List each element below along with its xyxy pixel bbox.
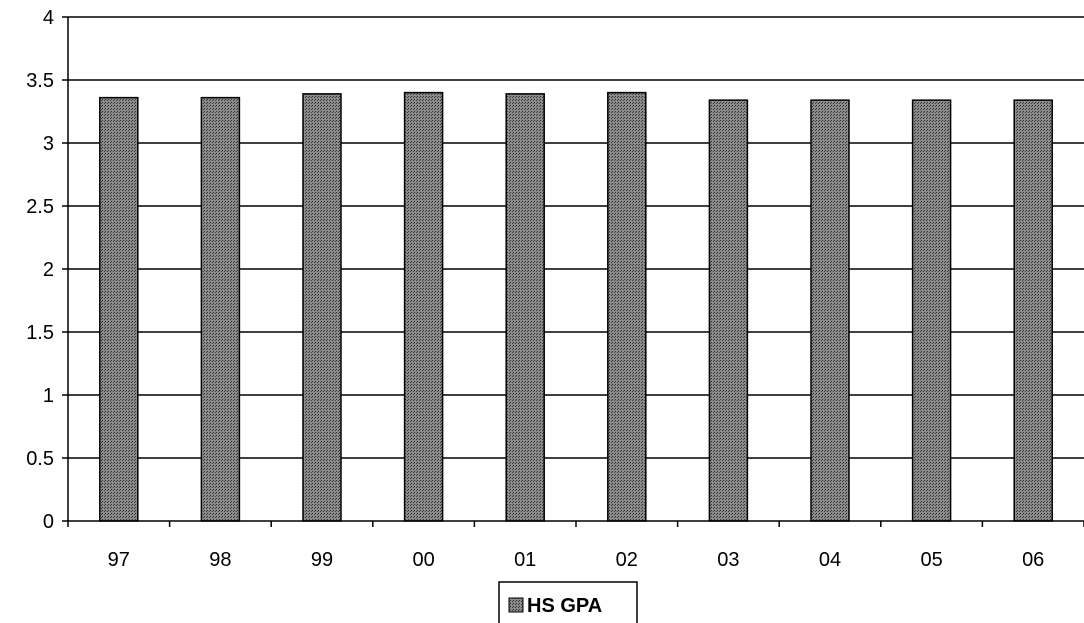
- y-tick-label: 1: [43, 385, 54, 407]
- y-tick-label: 1.5: [26, 322, 54, 344]
- y-tick-label: 0.5: [26, 448, 54, 470]
- bars: [99, 91, 1053, 522]
- x-tick-labels: 97 98 99 00 01 02 03 04 05 06: [108, 549, 1045, 571]
- x-tick-label: 04: [819, 549, 841, 571]
- legend-swatch: [508, 597, 524, 613]
- x-tick-label: 98: [209, 549, 231, 571]
- bar-04: [810, 99, 850, 522]
- bar-02: [607, 91, 647, 522]
- x-tick-label: 05: [920, 549, 942, 571]
- bar-03: [708, 99, 749, 522]
- bar-99: [302, 93, 342, 522]
- y-tick-label: 0: [43, 511, 54, 533]
- x-tick-label: 97: [108, 549, 130, 571]
- x-tick-label: 06: [1022, 549, 1044, 571]
- bar-00: [403, 91, 444, 522]
- bar-98: [200, 96, 241, 522]
- y-tick-label: 4: [43, 7, 54, 29]
- bar-05: [911, 99, 952, 522]
- y-tick-label: 2.5: [26, 196, 54, 218]
- legend-label: HS GPA: [527, 595, 602, 617]
- y-tick-label: 3: [43, 133, 54, 155]
- x-tick-label: 01: [514, 549, 536, 571]
- y-tick-labels: 0 0.5 1 1.5 2 2.5 3 3.5 4: [26, 7, 54, 533]
- x-tick-label: 00: [412, 549, 434, 571]
- bar-01: [505, 93, 545, 522]
- axes: [62, 16, 1084, 527]
- x-tick-label: 99: [311, 549, 333, 571]
- x-tick-label: 03: [717, 549, 739, 571]
- bar-06: [1013, 99, 1053, 522]
- x-tick-label: 02: [616, 549, 638, 571]
- bar-97: [99, 96, 139, 522]
- y-tick-label: 3.5: [26, 70, 54, 92]
- y-tick-label: 2: [43, 259, 54, 281]
- legend: HS GPA: [498, 581, 638, 623]
